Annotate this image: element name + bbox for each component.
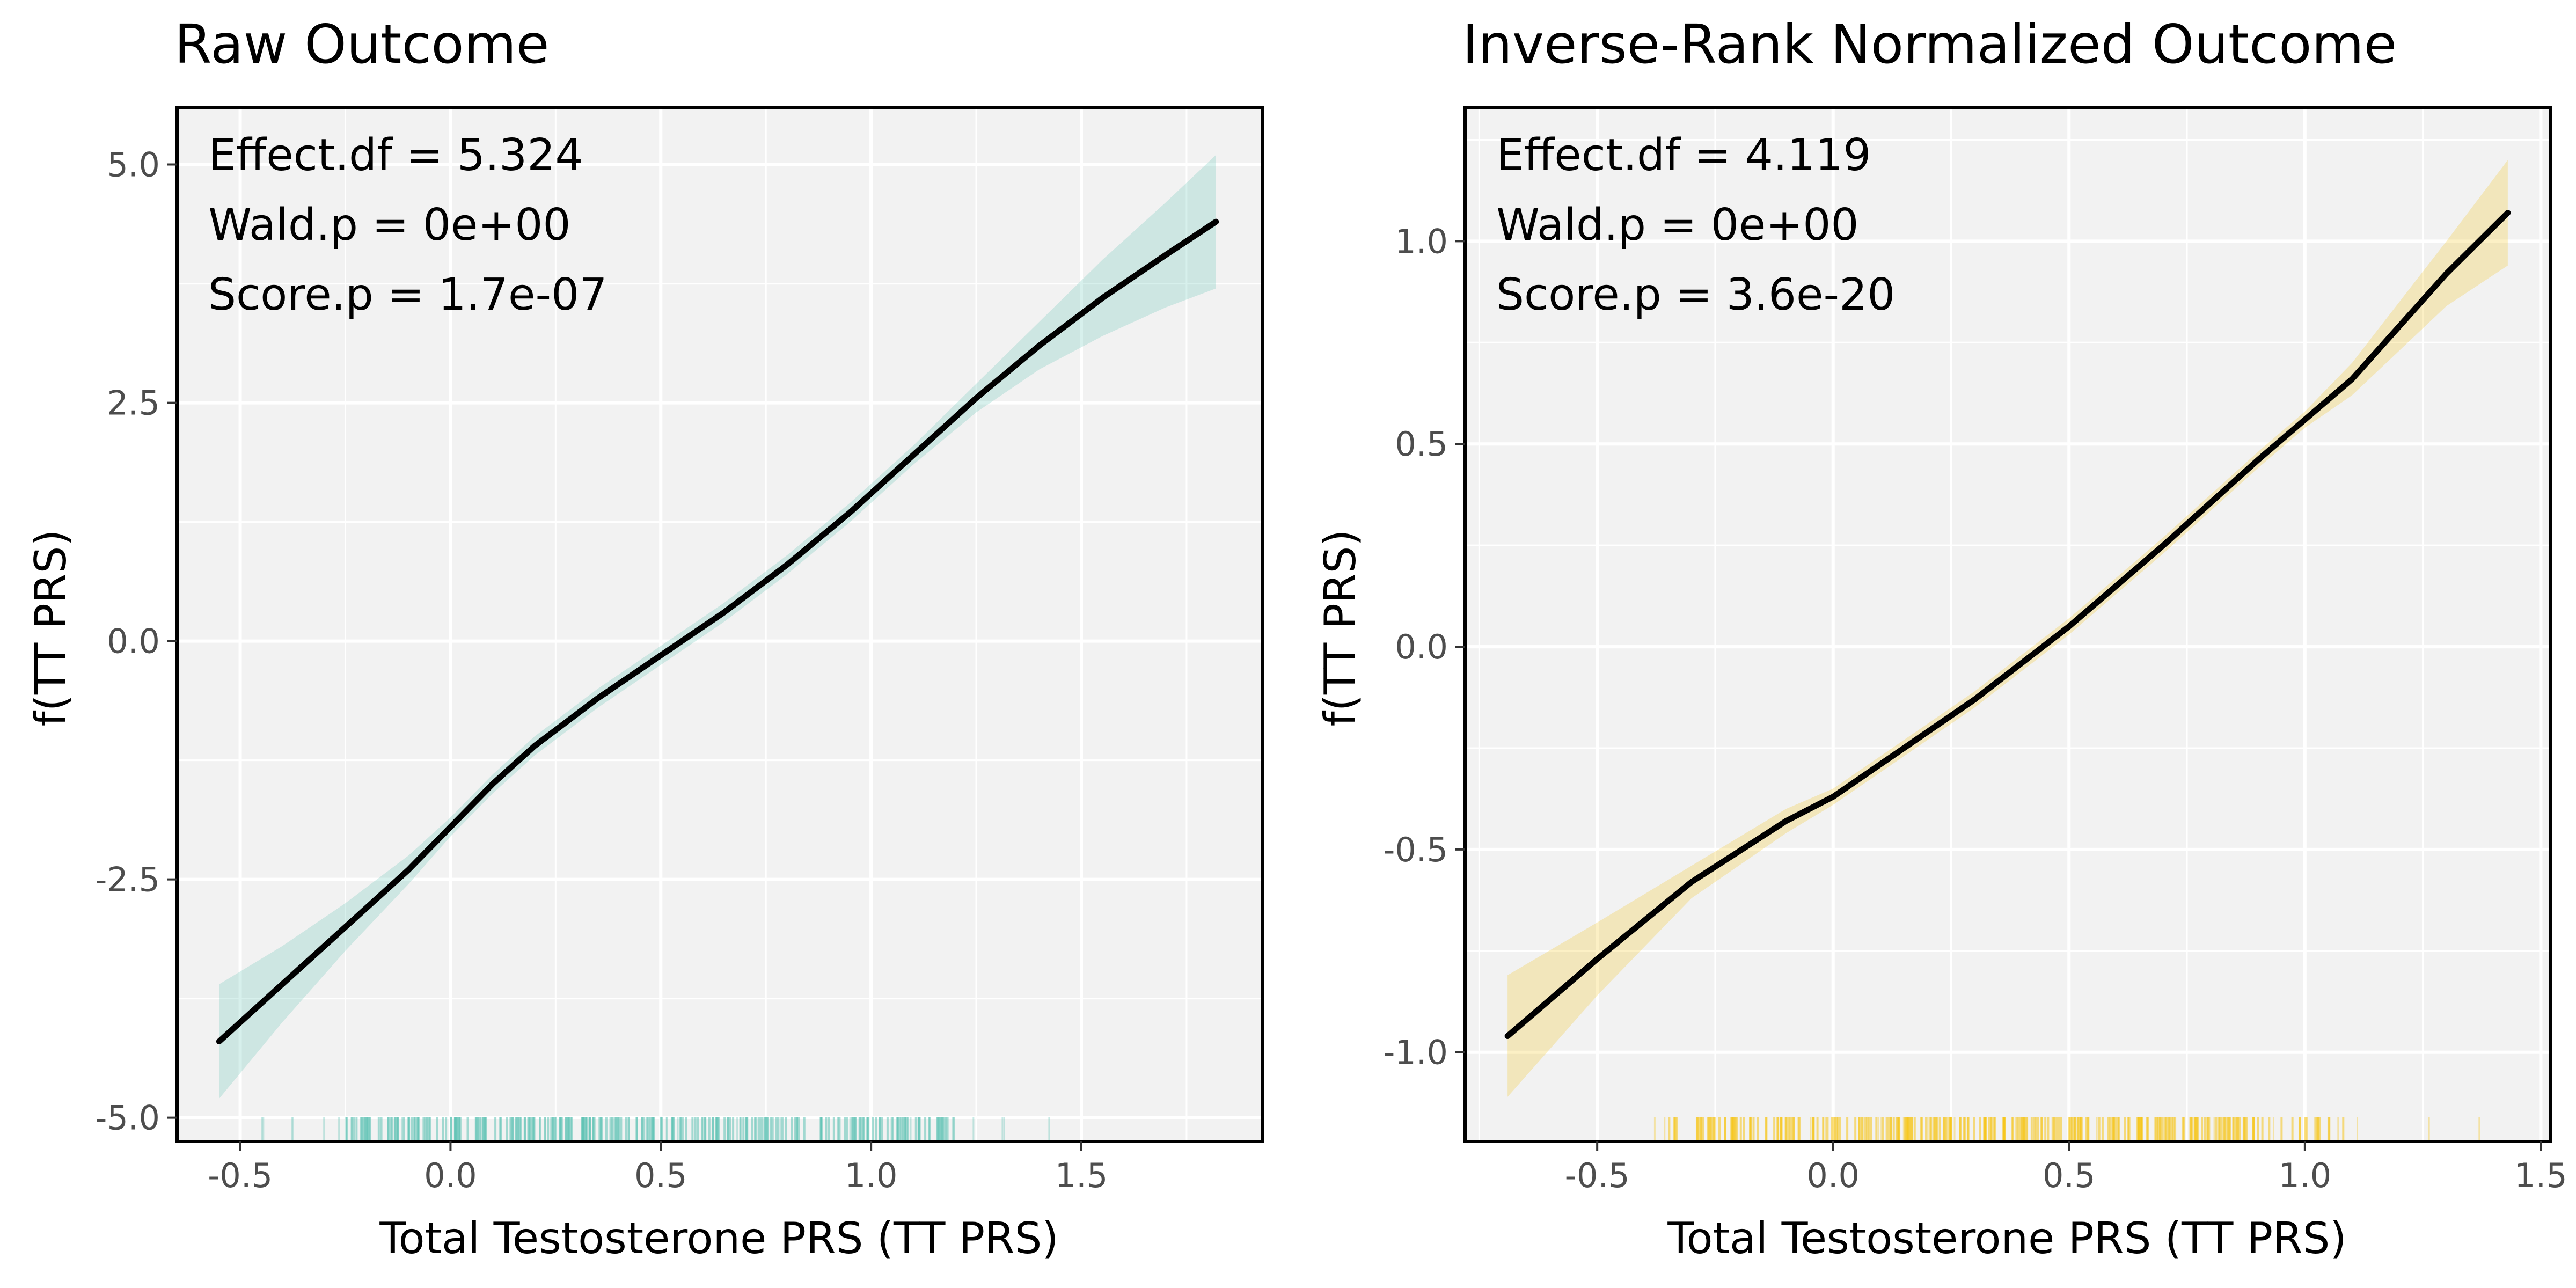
- y-tick-label: -0.5: [1383, 830, 1448, 869]
- x-tick-label: 0.0: [1806, 1156, 1860, 1195]
- x-axis-title: Total Testosterone PRS (TT PRS): [1667, 1213, 2346, 1263]
- smooth-fit-line: [216, 218, 1219, 1045]
- x-tick-label: 1.5: [2514, 1156, 2567, 1195]
- smooth-fit-line: [1504, 209, 2511, 1040]
- x-tick-label: 0.0: [424, 1156, 477, 1195]
- stat-annotation: Score.p = 3.6e-20: [1496, 269, 1895, 320]
- plot-border: [1463, 106, 2552, 1143]
- y-tick-label: 2.5: [107, 384, 160, 423]
- y-tick-label: -5.0: [95, 1099, 160, 1138]
- y-tick-label: 0.5: [1395, 425, 1448, 464]
- y-tick-label: 0.0: [1395, 627, 1448, 667]
- x-axis-title: Total Testosterone PRS (TT PRS): [379, 1213, 1058, 1263]
- panel-raw-outcome: Raw Outcome Total Testosterone PRS (TT P…: [26, 13, 1264, 1263]
- stat-annotation: Effect.df = 4.119: [1496, 130, 1871, 181]
- y-axis-title: f(TT PRS): [1315, 530, 1365, 727]
- stat-annotation: Wald.p = 0e+00: [208, 200, 571, 251]
- y-tick-label: -2.5: [95, 860, 160, 899]
- confidence-band: [219, 155, 1216, 1099]
- y-tick-label: 1.0: [1395, 222, 1448, 261]
- plot-background: [1465, 107, 2550, 1141]
- y-axis-title: f(TT PRS): [26, 530, 76, 727]
- x-tick-label: -0.5: [1565, 1156, 1630, 1195]
- panel-inverse-rank-normalized-outcome: Inverse-Rank Normalized Outcome Total Te…: [1315, 13, 2567, 1263]
- stat-annotation: Score.p = 1.7e-07: [208, 269, 607, 320]
- x-tick-label: 0.5: [634, 1156, 687, 1195]
- x-tick-label: 1.0: [2279, 1156, 2332, 1195]
- y-tick-label: -1.0: [1383, 1033, 1448, 1072]
- panel-title: Inverse-Rank Normalized Outcome: [1462, 13, 2397, 76]
- stat-annotation: Wald.p = 0e+00: [1496, 200, 1859, 251]
- x-tick-label: 1.5: [1055, 1156, 1108, 1195]
- y-tick-label: 0.0: [107, 622, 160, 661]
- x-tick-label: -0.5: [208, 1156, 273, 1195]
- plot-border: [175, 106, 1264, 1143]
- stat-annotation: Effect.df = 5.324: [208, 130, 583, 181]
- panel-title: Raw Outcome: [174, 13, 550, 76]
- y-tick-label: 5.0: [107, 145, 160, 185]
- x-tick-label: 1.0: [845, 1156, 898, 1195]
- x-tick-label: 0.5: [2043, 1156, 2096, 1195]
